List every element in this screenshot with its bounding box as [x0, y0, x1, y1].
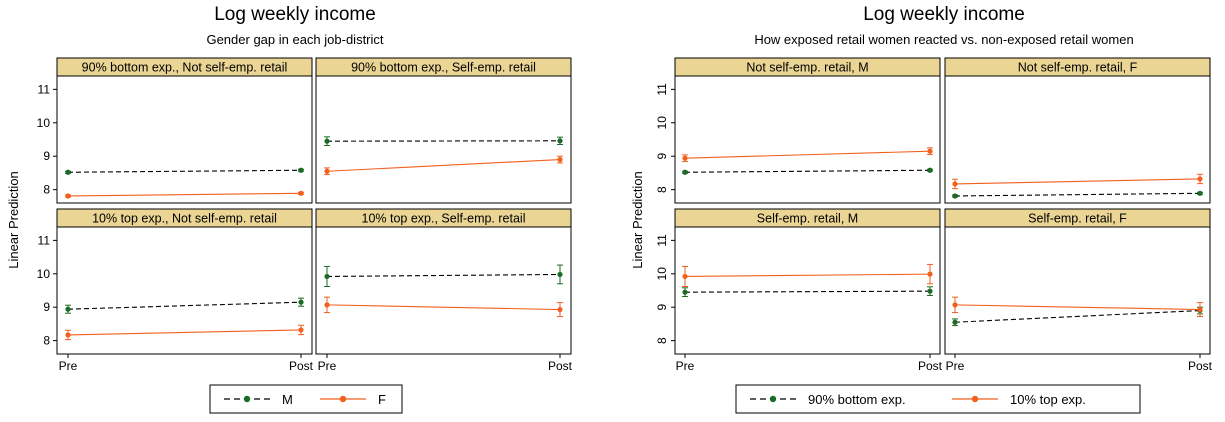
panel-label: Not self-emp. retail, M	[746, 61, 868, 75]
data-point	[65, 307, 70, 312]
chart-1: Log weekly income Gender gap in each job-…	[6, 4, 573, 413]
legend-marker	[244, 396, 250, 402]
x-tick-label: Post	[548, 359, 573, 373]
panel-plot-area	[945, 76, 1210, 203]
y-tick-label: 11	[655, 83, 669, 96]
panel-plot-area	[675, 76, 940, 203]
data-point	[682, 156, 687, 161]
y-tick-label: 8	[43, 334, 50, 348]
data-point	[1197, 307, 1202, 312]
x-tick-label: Post	[289, 359, 314, 373]
panel-label: 10% top exp., Not self-emp. retail	[92, 212, 277, 226]
data-point	[65, 193, 70, 198]
data-point	[298, 300, 303, 305]
data-point	[298, 168, 303, 173]
data-point	[952, 181, 957, 186]
legend-marker	[340, 396, 346, 402]
data-point	[324, 274, 329, 279]
legend-label: 90% bottom exp.	[808, 392, 906, 407]
panel-4: Self-emp. retail, F Pre Post	[945, 209, 1213, 373]
data-point	[682, 290, 687, 295]
y-tick-label: 9	[655, 304, 669, 311]
panel-label: 90% bottom exp., Self-emp. retail	[351, 61, 536, 75]
data-point	[952, 193, 957, 198]
y-tick-label: 11	[38, 82, 51, 96]
legend-label: M	[282, 392, 293, 407]
data-point	[557, 138, 562, 143]
x-tick-label: Pre	[318, 359, 337, 373]
panel-plot-area	[316, 227, 571, 354]
legend: 90% bottom exp. 10% top exp.	[736, 385, 1140, 413]
panel-4: 10% top exp., Self-emp. retail Pre Post	[316, 209, 573, 373]
panel-plot-area	[945, 227, 1210, 354]
data-point	[682, 274, 687, 279]
data-point	[324, 302, 329, 307]
x-tick-label: Post	[918, 359, 943, 373]
panel-2: Not self-emp. retail, F	[945, 58, 1210, 203]
x-tick-label: Pre	[59, 359, 78, 373]
legend-label: 10% top exp.	[1010, 392, 1086, 407]
panel-1: Not self-emp. retail, M 8 9 10 11	[655, 58, 940, 203]
y-tick-label: 11	[38, 233, 51, 247]
legend-label: F	[378, 392, 386, 407]
x-tick-label: Pre	[946, 359, 965, 373]
data-point	[557, 272, 562, 277]
legend-marker	[770, 396, 776, 402]
panel-plot-area	[57, 76, 312, 203]
data-point	[927, 289, 932, 294]
data-point	[65, 332, 70, 337]
data-point	[65, 170, 70, 175]
chart-subtitle: Gender gap in each job-district	[206, 32, 383, 47]
data-point	[1197, 176, 1202, 181]
panel-plot-area	[57, 227, 312, 354]
chart-title: Log weekly income	[214, 4, 376, 25]
y-tick-label: 8	[43, 183, 50, 197]
y-tick-label: 10	[37, 267, 51, 281]
panel-2: 90% bottom exp., Self-emp. retail	[316, 58, 571, 203]
legend-marker	[972, 396, 978, 402]
data-point	[927, 168, 932, 173]
panel-plot-area	[675, 227, 940, 354]
data-point	[324, 139, 329, 144]
y-tick-label: 10	[655, 267, 669, 281]
panel-label: Self-emp. retail, F	[1028, 212, 1127, 226]
y-tick-label: 9	[655, 153, 669, 160]
data-point	[1197, 191, 1202, 196]
data-point	[927, 149, 932, 154]
panel-label: 10% top exp., Self-emp. retail	[362, 212, 526, 226]
data-point	[557, 157, 562, 162]
y-tick-label: 10	[37, 116, 51, 130]
chart-title: Log weekly income	[863, 4, 1025, 25]
panel-label: 90% bottom exp., Not self-emp. retail	[82, 61, 288, 75]
data-point	[324, 169, 329, 174]
y-tick-label: 8	[655, 186, 669, 193]
panel-3: 10% top exp., Not self-emp. retail 8 9 10 11…	[37, 209, 314, 373]
panel-plot-area	[316, 76, 571, 203]
chart-subtitle: How exposed retail women reacted vs. non…	[754, 32, 1133, 47]
panel-3: Self-emp. retail, M 8 9 10 11 Pre Post	[655, 209, 943, 373]
x-tick-label: Pre	[676, 359, 695, 373]
data-point	[952, 302, 957, 307]
data-point	[682, 170, 687, 175]
panel-1: 90% bottom exp., Not self-emp. retail 8 9 1…	[37, 58, 312, 203]
data-point	[557, 307, 562, 312]
panel-label: Not self-emp. retail, F	[1018, 61, 1138, 75]
x-tick-label: Post	[1188, 359, 1213, 373]
y-tick-label: 9	[43, 300, 50, 314]
y-axis-label: Linear Prediction	[6, 171, 21, 269]
y-tick-label: 11	[655, 234, 669, 247]
data-point	[952, 320, 957, 325]
data-point	[298, 191, 303, 196]
panel-label: Self-emp. retail, M	[757, 212, 858, 226]
data-point	[298, 327, 303, 332]
y-tick-label: 9	[43, 149, 50, 163]
y-axis-label: Linear Prediction	[630, 171, 645, 269]
y-tick-label: 8	[655, 337, 669, 344]
chart-2: Log weekly income How exposed retail wome…	[630, 4, 1213, 413]
y-tick-label: 10	[655, 116, 669, 130]
data-point	[927, 272, 932, 277]
